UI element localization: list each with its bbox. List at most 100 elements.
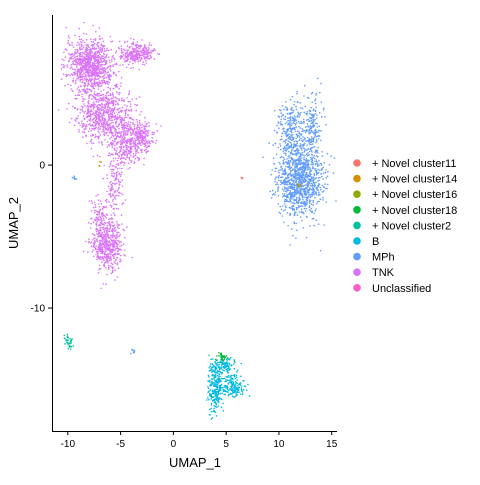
- data-point: [312, 176, 315, 178]
- data-point: [99, 125, 102, 128]
- data-point: [83, 65, 85, 67]
- data-point: [90, 41, 93, 43]
- data-point: [296, 140, 299, 143]
- data-point: [121, 157, 123, 159]
- data-point: [312, 204, 315, 206]
- data-point: [118, 111, 120, 114]
- data-point: [107, 111, 109, 114]
- data-point: [117, 117, 120, 119]
- data-point: [112, 229, 115, 231]
- data-point: [315, 186, 318, 189]
- data-point: [119, 141, 121, 143]
- data-point: [75, 79, 77, 81]
- data-point: [90, 200, 93, 202]
- data-point: [305, 215, 308, 218]
- data-point: [301, 130, 303, 133]
- data-point: [145, 59, 147, 62]
- data-point: [288, 186, 290, 188]
- data-point: [85, 33, 88, 35]
- data-point: [310, 92, 313, 95]
- data-point: [91, 78, 94, 81]
- data-point: [130, 108, 132, 111]
- data-point: [303, 95, 305, 97]
- data-point: [126, 226, 128, 228]
- data-point: [102, 120, 104, 122]
- data-point: [87, 82, 90, 84]
- data-point: [146, 57, 148, 60]
- data-point: [81, 108, 84, 110]
- data-point: [77, 59, 79, 61]
- data-point: [118, 40, 121, 43]
- data-point: [93, 87, 96, 90]
- data-point: [284, 132, 287, 135]
- data-point: [87, 109, 89, 112]
- data-point: [289, 190, 291, 192]
- data-point: [109, 253, 111, 255]
- data-point: [270, 197, 273, 199]
- data-point: [312, 116, 315, 119]
- data-point: [111, 221, 114, 224]
- data-point: [311, 154, 314, 156]
- data-point: [280, 118, 283, 121]
- data-point: [90, 56, 92, 59]
- data-point: [320, 162, 322, 165]
- data-point: [105, 55, 108, 57]
- data-point: [105, 94, 107, 96]
- data-point: [315, 219, 318, 221]
- data-point: [93, 38, 95, 41]
- data-point: [310, 122, 313, 124]
- data-point: [81, 96, 83, 98]
- data-point: [98, 141, 100, 143]
- data-point: [279, 163, 281, 165]
- data-point: [126, 97, 128, 99]
- data-point: [103, 263, 106, 265]
- data-point: [119, 161, 122, 164]
- data-point: [107, 141, 109, 143]
- data-point: [94, 67, 97, 70]
- data-point: [111, 114, 114, 116]
- data-point: [101, 99, 103, 102]
- data-point: [83, 63, 86, 65]
- data-point: [137, 50, 140, 52]
- data-point: [300, 202, 303, 204]
- data-point: [284, 140, 286, 142]
- data-point: [111, 134, 114, 136]
- series-mph: [71, 77, 337, 355]
- data-point: [127, 128, 130, 131]
- data-point: [88, 128, 91, 130]
- data-point: [87, 71, 90, 74]
- data-point: [272, 157, 275, 159]
- data-point: [213, 389, 216, 392]
- data-point: [218, 379, 220, 381]
- data-point: [313, 146, 316, 148]
- data-point: [317, 180, 319, 182]
- data-point: [107, 126, 109, 128]
- data-point: [307, 191, 310, 194]
- data-point: [289, 244, 291, 246]
- data-point: [105, 80, 108, 83]
- data-point: [107, 94, 110, 97]
- data-point: [114, 84, 116, 87]
- data-point: [289, 214, 291, 216]
- data-point: [294, 161, 296, 163]
- data-point: [131, 98, 133, 100]
- data-point: [317, 77, 319, 80]
- data-point: [280, 148, 282, 151]
- data-point: [107, 56, 110, 58]
- data-point: [314, 102, 317, 105]
- data-point: [306, 155, 309, 157]
- data-point: [76, 77, 79, 80]
- data-point: [98, 268, 100, 271]
- data-point: [109, 255, 111, 258]
- data-point: [93, 63, 95, 66]
- data-point: [82, 59, 84, 62]
- data-point: [286, 130, 288, 133]
- data-point: [280, 180, 282, 183]
- data-point: [307, 161, 309, 164]
- data-point: [116, 159, 119, 162]
- data-point: [134, 154, 137, 156]
- data-point: [87, 49, 89, 51]
- data-point: [108, 99, 111, 101]
- data-point: [87, 251, 89, 253]
- data-point: [120, 45, 123, 47]
